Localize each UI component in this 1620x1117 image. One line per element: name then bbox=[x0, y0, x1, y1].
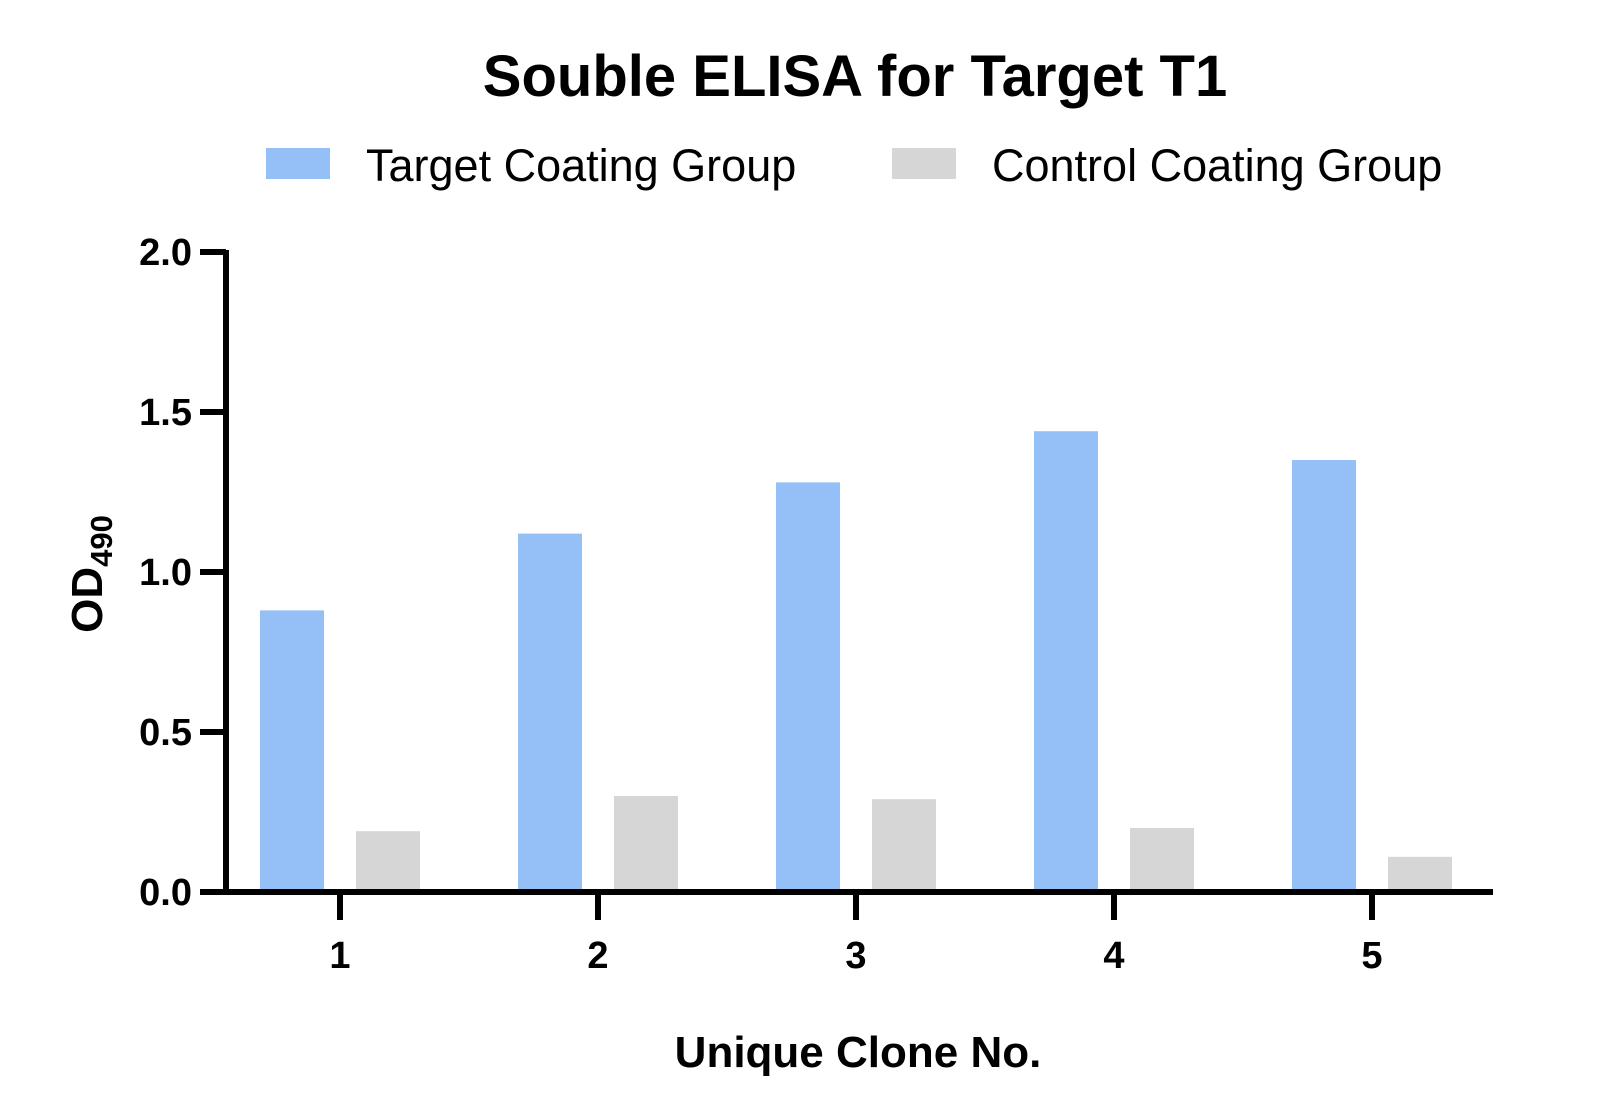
y-tick-label-0.5: 0.5 bbox=[139, 712, 192, 754]
y-tick-label-0.0: 0.0 bbox=[139, 872, 192, 914]
legend-label-control: Control Coating Group bbox=[992, 140, 1442, 191]
y-tick-label-2.0: 2.0 bbox=[139, 232, 192, 274]
bar-target-clone-2 bbox=[518, 533, 582, 889]
bar-target-clone-5 bbox=[1292, 460, 1356, 889]
chart-title: Souble ELISA for Target T1 bbox=[483, 44, 1227, 109]
x-tick-label-1: 1 bbox=[329, 935, 350, 977]
legend-label-target: Target Coating Group bbox=[366, 140, 796, 191]
y-tick-label-1.5: 1.5 bbox=[139, 392, 192, 434]
bar-target-clone-4 bbox=[1034, 431, 1098, 889]
y-axis-title: OD490 bbox=[63, 515, 119, 633]
bar-control-clone-3 bbox=[872, 799, 936, 889]
x-tick-label-5: 5 bbox=[1361, 935, 1382, 977]
bar-control-clone-2 bbox=[614, 796, 678, 889]
bar-control-clone-4 bbox=[1130, 828, 1194, 889]
legend-swatch-target bbox=[266, 148, 330, 179]
x-axis-title: Unique Clone No. bbox=[675, 1028, 1042, 1077]
y-tick-label-1.0: 1.0 bbox=[139, 552, 192, 594]
legend: Target Coating Group Control Coating Gro… bbox=[266, 140, 1442, 191]
y-axis-title-subscript: 490 bbox=[84, 515, 119, 567]
bars-layer bbox=[260, 431, 1452, 889]
y-axis-title-main: OD bbox=[63, 567, 112, 633]
x-tick-label-3: 3 bbox=[845, 935, 866, 977]
x-tick-label-4: 4 bbox=[1103, 935, 1124, 977]
legend-swatch-control bbox=[892, 148, 956, 179]
bar-control-clone-5 bbox=[1388, 856, 1452, 889]
bar-target-clone-3 bbox=[776, 482, 840, 889]
bar-control-clone-1 bbox=[356, 831, 420, 889]
x-tick-label-2: 2 bbox=[587, 935, 608, 977]
bar-target-clone-1 bbox=[260, 610, 324, 889]
axes-layer: 0.0 0.5 1.0 1.5 2.0 1 2 3 4 5 bbox=[139, 232, 1493, 977]
